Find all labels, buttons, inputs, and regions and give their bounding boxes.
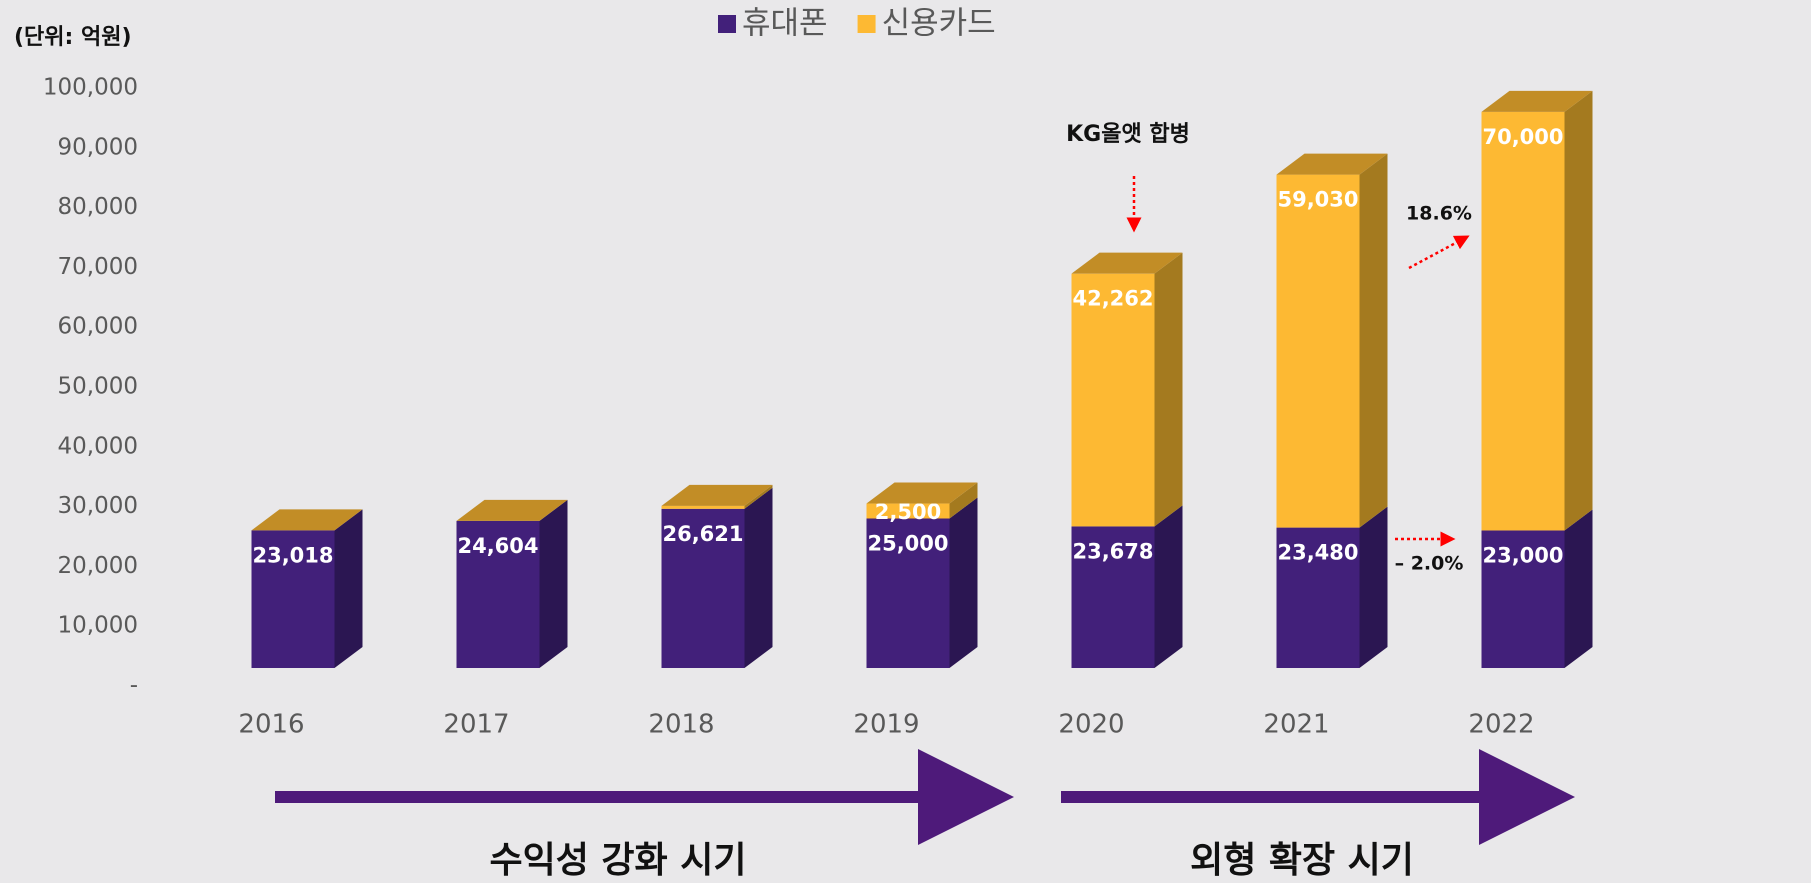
bar-side (1359, 153, 1388, 528)
x-tick-label: 2016 (238, 710, 304, 740)
bar (456, 520, 540, 668)
data-label: 23,678 (1072, 539, 1153, 563)
bar (661, 505, 745, 509)
annotation: 18.6% (1406, 203, 1472, 225)
bar-top (251, 509, 363, 531)
legend-label: 신용카드 (882, 6, 996, 42)
data-label: 2,500 (875, 500, 941, 524)
bar (1481, 530, 1565, 668)
bar-side (539, 499, 568, 668)
legend-swatch (718, 15, 736, 33)
annotation: – 2.0% (1395, 553, 1464, 575)
bar-top (1481, 90, 1593, 112)
x-tick-label: 2017 (443, 710, 509, 740)
y-tick-label: 90,000 (58, 134, 138, 160)
data-label: 23,000 (1482, 543, 1563, 567)
period-label: 외형 확장 시기 (1190, 840, 1414, 881)
data-label: 23,018 (252, 543, 333, 567)
y-tick-label: 70,000 (58, 254, 138, 280)
bar-side (1154, 505, 1183, 668)
bar-side (744, 487, 773, 668)
bar (1481, 111, 1565, 531)
bar (866, 503, 950, 519)
y-tick-label: 40,000 (58, 433, 138, 459)
legend-label: 휴대폰 (742, 6, 828, 42)
bar-top (866, 482, 978, 504)
data-label: 59,030 (1277, 188, 1358, 212)
x-tick-label: 2020 (1058, 710, 1124, 740)
bar (251, 530, 335, 668)
bar (1276, 527, 1360, 668)
y-tick-label: 50,000 (58, 374, 138, 400)
bar-side (1564, 90, 1593, 531)
y-tick-label: 60,000 (58, 314, 138, 340)
y-tick-label: 20,000 (58, 553, 138, 579)
x-tick-label: 2022 (1468, 710, 1534, 740)
annotation-arrow (1408, 235, 1470, 270)
bar-side (949, 482, 978, 519)
bar-top (1071, 252, 1183, 274)
bar-side (1564, 509, 1593, 668)
bar (1071, 273, 1155, 527)
data-label: 24,604 (457, 534, 538, 558)
bar (1071, 526, 1155, 668)
y-tick-label: 100,000 (43, 75, 138, 101)
y-tick-label: 30,000 (58, 493, 138, 519)
bar-top (661, 484, 773, 506)
data-label: 26,621 (662, 522, 743, 546)
bar-side (334, 509, 363, 668)
y-tick-label: 80,000 (58, 194, 138, 220)
x-tick-label: 2021 (1263, 710, 1329, 740)
bar-top (1276, 153, 1388, 175)
bar-side (949, 497, 978, 668)
annotation: KG올앳 합병 (1066, 121, 1190, 147)
data-label: 23,480 (1277, 541, 1358, 565)
x-tick-label: 2019 (853, 710, 919, 740)
legend-swatch (857, 15, 876, 33)
bar-top (456, 499, 568, 521)
x-tick-label: 2018 (648, 710, 714, 740)
bar-side (1154, 252, 1183, 527)
data-label: 70,000 (1482, 125, 1563, 149)
period-label: 수익성 강화 시기 (490, 840, 747, 881)
y-tick-label: - (130, 673, 138, 699)
bar (661, 508, 745, 668)
data-label: 25,000 (867, 532, 948, 556)
bar-side (744, 484, 773, 509)
bar (866, 518, 950, 668)
bar-side (1359, 506, 1388, 668)
unit-label: (단위: 억원) (14, 25, 132, 50)
data-label: 42,262 (1072, 287, 1153, 311)
bar (1276, 174, 1360, 528)
y-tick-label: 10,000 (58, 613, 138, 639)
